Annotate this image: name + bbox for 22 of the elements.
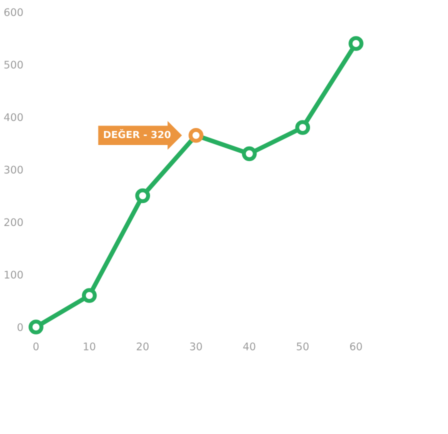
x-tick-label: 20: [136, 342, 149, 350]
point: [348, 36, 364, 51]
point: [188, 128, 204, 143]
x-tick-label: 50: [296, 342, 309, 350]
annotation: DEĞER - 320: [104, 129, 171, 138]
x-tick-label: 40: [243, 342, 256, 350]
point: [28, 320, 44, 334]
y-tick-label: 200: [4, 218, 23, 226]
x-tick-label: 30: [190, 342, 202, 350]
point: [242, 146, 257, 162]
point: [295, 120, 310, 135]
y-tick-label: 0: [18, 323, 23, 332]
y-tick-label: 500: [4, 60, 23, 69]
y-tick-label: 300: [4, 166, 23, 174]
y-tick-label: 600: [4, 8, 23, 16]
point: [82, 288, 97, 303]
y-tick-label: 100: [4, 270, 23, 279]
x-tick-label: 10: [84, 342, 96, 350]
y-tick-label: 400: [4, 113, 23, 122]
point: [135, 188, 150, 204]
x-tick-label: 60: [350, 342, 362, 350]
x-tick-label: 0: [33, 342, 39, 350]
